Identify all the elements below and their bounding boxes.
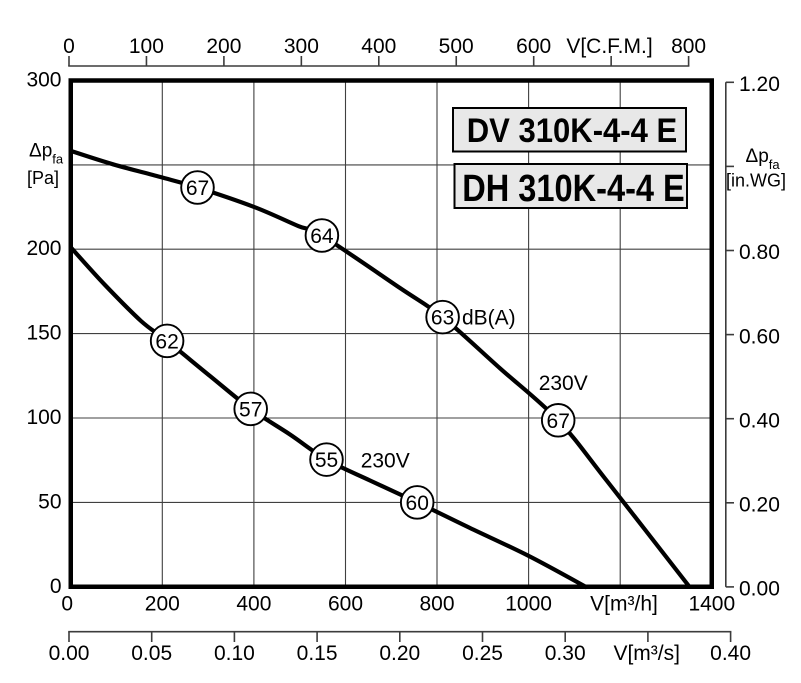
svg-text:0.10: 0.10 (214, 642, 255, 665)
svg-text:0.80: 0.80 (739, 241, 780, 264)
svg-text:V[m³/s]: V[m³/s] (613, 642, 680, 665)
svg-text:0.00: 0.00 (49, 642, 90, 665)
svg-text:67: 67 (547, 410, 570, 433)
svg-text:0.05: 0.05 (131, 642, 172, 665)
svg-text:0.60: 0.60 (739, 325, 780, 348)
svg-text:55: 55 (315, 449, 338, 472)
svg-text:500: 500 (439, 35, 474, 58)
svg-text:67: 67 (186, 177, 209, 200)
svg-text:[Pa]: [Pa] (27, 168, 59, 188)
svg-text:0: 0 (50, 575, 62, 598)
svg-text:300: 300 (284, 35, 319, 58)
svg-text:400: 400 (361, 35, 396, 58)
svg-text:600: 600 (516, 35, 551, 58)
svg-text:dB(A): dB(A) (462, 307, 516, 330)
svg-text:60: 60 (406, 492, 429, 515)
svg-text:1.20: 1.20 (739, 73, 780, 96)
svg-text:100: 100 (129, 35, 164, 58)
svg-text:0.15: 0.15 (297, 642, 338, 665)
svg-text:0.25: 0.25 (462, 642, 503, 665)
svg-text:800: 800 (419, 593, 454, 616)
svg-text:0: 0 (61, 593, 73, 616)
svg-text:0: 0 (63, 35, 75, 58)
svg-text:0.20: 0.20 (379, 642, 420, 665)
svg-text:800: 800 (671, 35, 706, 58)
svg-text:100: 100 (26, 406, 61, 429)
svg-text:64: 64 (310, 225, 334, 248)
svg-text:0.00: 0.00 (739, 578, 780, 601)
svg-text:200: 200 (206, 35, 241, 58)
svg-text:[in.WG]: [in.WG] (726, 171, 786, 191)
svg-text:230V: 230V (539, 372, 588, 395)
svg-text:62: 62 (155, 330, 178, 353)
svg-text:50: 50 (38, 490, 61, 513)
svg-text:DV 310K-4-4 E: DV 310K-4-4 E (467, 110, 677, 149)
svg-text:400: 400 (236, 593, 271, 616)
svg-text:57: 57 (239, 398, 262, 421)
svg-text:1400: 1400 (688, 593, 735, 616)
svg-text:63: 63 (431, 307, 454, 330)
svg-text:1000: 1000 (505, 593, 552, 616)
svg-text:200: 200 (145, 593, 180, 616)
svg-text:V[C.F.M.]: V[C.F.M.] (566, 35, 652, 58)
svg-text:600: 600 (328, 593, 363, 616)
svg-text:0.20: 0.20 (739, 494, 780, 517)
svg-text:0.40: 0.40 (710, 642, 751, 665)
svg-text:150: 150 (26, 322, 61, 345)
svg-text:0.30: 0.30 (545, 642, 586, 665)
svg-text:300: 300 (26, 69, 61, 92)
svg-text:DH 310K-4-4 E: DH 310K-4-4 E (462, 168, 685, 210)
svg-text:0.40: 0.40 (739, 409, 780, 432)
svg-text:V[m³/h]: V[m³/h] (590, 593, 658, 616)
svg-text:200: 200 (26, 237, 61, 260)
svg-text:230V: 230V (361, 450, 410, 473)
